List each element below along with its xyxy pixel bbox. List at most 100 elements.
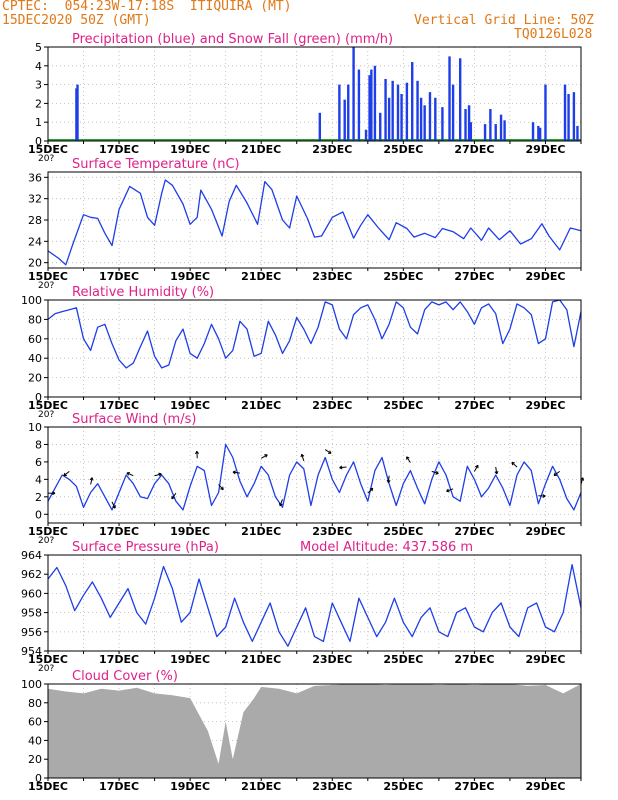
cloud-ytick-label: 80 xyxy=(28,697,42,710)
wind-arrow-shaft xyxy=(90,477,93,485)
humidity-ytick-label: 40 xyxy=(28,352,42,365)
wind-arrow-head xyxy=(339,465,343,470)
precip-bar xyxy=(531,122,535,141)
cloud-frame xyxy=(47,683,582,779)
temperature-ytick-label: 24 xyxy=(28,235,42,248)
precip-year-cut-label: 20? xyxy=(38,154,54,164)
wind-arrow-shaft xyxy=(63,470,70,477)
precip-xtick-label: 23DEC xyxy=(312,143,352,156)
cloud-xtick-label: 27DEC xyxy=(454,780,494,793)
pressure-ytick-label: 962 xyxy=(21,568,42,581)
temperature-panel-title: Surface Temperature (nC) xyxy=(72,157,240,172)
wind-arrow-head xyxy=(511,461,515,466)
wind-arrow-head xyxy=(232,470,236,475)
wind-ytick-label: 10 xyxy=(28,421,42,434)
wind-arrow-shaft xyxy=(232,471,240,474)
cloud-cover-area xyxy=(48,684,581,778)
wind-arrow-head xyxy=(220,486,224,491)
pressure-xtick-label: 23DEC xyxy=(312,653,352,666)
precip-bar xyxy=(563,84,567,141)
precip-bar xyxy=(503,120,506,141)
humidity-ytick-label: 0 xyxy=(35,391,42,404)
precip-bar xyxy=(387,97,391,141)
humidity-xtick-label: 21DEC xyxy=(241,399,281,412)
precip-bar xyxy=(357,69,361,141)
wind-series-line xyxy=(47,443,582,511)
wind-arrow-head xyxy=(406,456,410,460)
wind-arrow-head xyxy=(195,451,199,455)
wind-xtick-label: 17DEC xyxy=(99,525,139,538)
wind-arrow-shaft xyxy=(431,470,439,475)
wind-arrow-shaft xyxy=(553,470,560,476)
precip-bar xyxy=(567,94,570,141)
temperature-ytick-label: 20 xyxy=(28,257,42,270)
wind-xtick-label: 23DEC xyxy=(312,525,352,538)
humidity-xtick-label: 23DEC xyxy=(312,399,352,412)
precip-bar xyxy=(352,47,355,141)
precip-bar xyxy=(419,97,423,141)
wind-arrow-shaft xyxy=(126,472,134,477)
wind-frame xyxy=(47,426,582,524)
humidity-ytick-label: 60 xyxy=(28,333,42,346)
temperature-series-line xyxy=(47,179,582,266)
precip-bar xyxy=(370,69,373,141)
precip-bar xyxy=(347,84,350,141)
precip-bar xyxy=(458,58,462,141)
cloud-xtick-label: 23DEC xyxy=(312,780,352,793)
cloud-xtick-label: 29DEC xyxy=(525,780,565,793)
humidity-xtick-label: 15DEC xyxy=(28,399,68,412)
wind-xtick-label: 25DEC xyxy=(383,525,423,538)
humidity-xtick-label: 25DEC xyxy=(383,399,423,412)
precip-bar xyxy=(416,80,419,141)
wind-arrow-shaft xyxy=(279,499,283,507)
pressure-xtick-label: 25DEC xyxy=(383,653,423,666)
wind-arrow-head xyxy=(126,472,130,476)
humidity-ytick-label: 20 xyxy=(28,372,42,385)
pressure-xtick-label: 15DEC xyxy=(28,653,68,666)
wind-xtick-label: 19DEC xyxy=(170,525,210,538)
pressure-year-cut-label: 20? xyxy=(38,664,54,674)
precip-bar xyxy=(576,125,579,141)
wind-xtick-label: 27DEC xyxy=(454,525,494,538)
cloud-ytick-label: 20 xyxy=(28,753,42,766)
wind-arrow-shaft xyxy=(473,465,479,472)
cloud-ytick-label: 100 xyxy=(21,678,42,691)
wind-ytick-label: 6 xyxy=(35,456,42,469)
pressure-xtick-label: 27DEC xyxy=(454,653,494,666)
temperature-xtick-label: 21DEC xyxy=(241,270,281,283)
wind-year-cut-label: 20? xyxy=(38,536,54,546)
precip-bar xyxy=(489,109,492,141)
precip-bar xyxy=(318,112,322,141)
precip-bar xyxy=(428,92,432,141)
wind-arrow-head xyxy=(328,450,332,454)
precip-ytick-label: 2 xyxy=(35,97,42,110)
wind-arrow-head xyxy=(446,488,450,493)
temperature-xtick-label: 15DEC xyxy=(28,270,68,283)
wind-arrow-shaft xyxy=(511,461,518,468)
precip-ytick-label: 4 xyxy=(35,60,42,73)
header-datetime: 15DEC2020 50Z (GMT) xyxy=(2,13,151,28)
wind-arrow-shaft xyxy=(218,484,224,490)
header-location: CPTEC: 054:23W-17:18S ITIQUIRA (MT) xyxy=(2,0,292,14)
precip-frame xyxy=(47,46,582,142)
precip-bar xyxy=(384,78,387,141)
precip-bar xyxy=(343,99,346,141)
pressure-ytick-label: 956 xyxy=(21,626,42,639)
pressure-ytick-label: 954 xyxy=(21,645,42,658)
temperature-xtick-label: 25DEC xyxy=(383,270,423,283)
precip-bar xyxy=(494,124,497,141)
temperature-xtick-label: 29DEC xyxy=(525,270,565,283)
wind-arrow-shaft xyxy=(260,454,268,459)
temperature-ytick-label: 28 xyxy=(28,214,42,227)
precip-xtick-label: 17DEC xyxy=(99,143,139,156)
cloud-xtick-label: 25DEC xyxy=(383,780,423,793)
precip-xtick-label: 25DEC xyxy=(383,143,423,156)
wind-arrow-shaft xyxy=(495,466,498,474)
precip-bar xyxy=(368,75,371,141)
wind-ytick-label: 2 xyxy=(35,491,42,504)
wind-arrow-head xyxy=(264,454,268,458)
pressure-panel-subtitle: Model Altitude: 437.586 m xyxy=(300,540,473,555)
pressure-series-line xyxy=(47,563,582,647)
temperature-year-cut-label: 20? xyxy=(38,281,54,291)
